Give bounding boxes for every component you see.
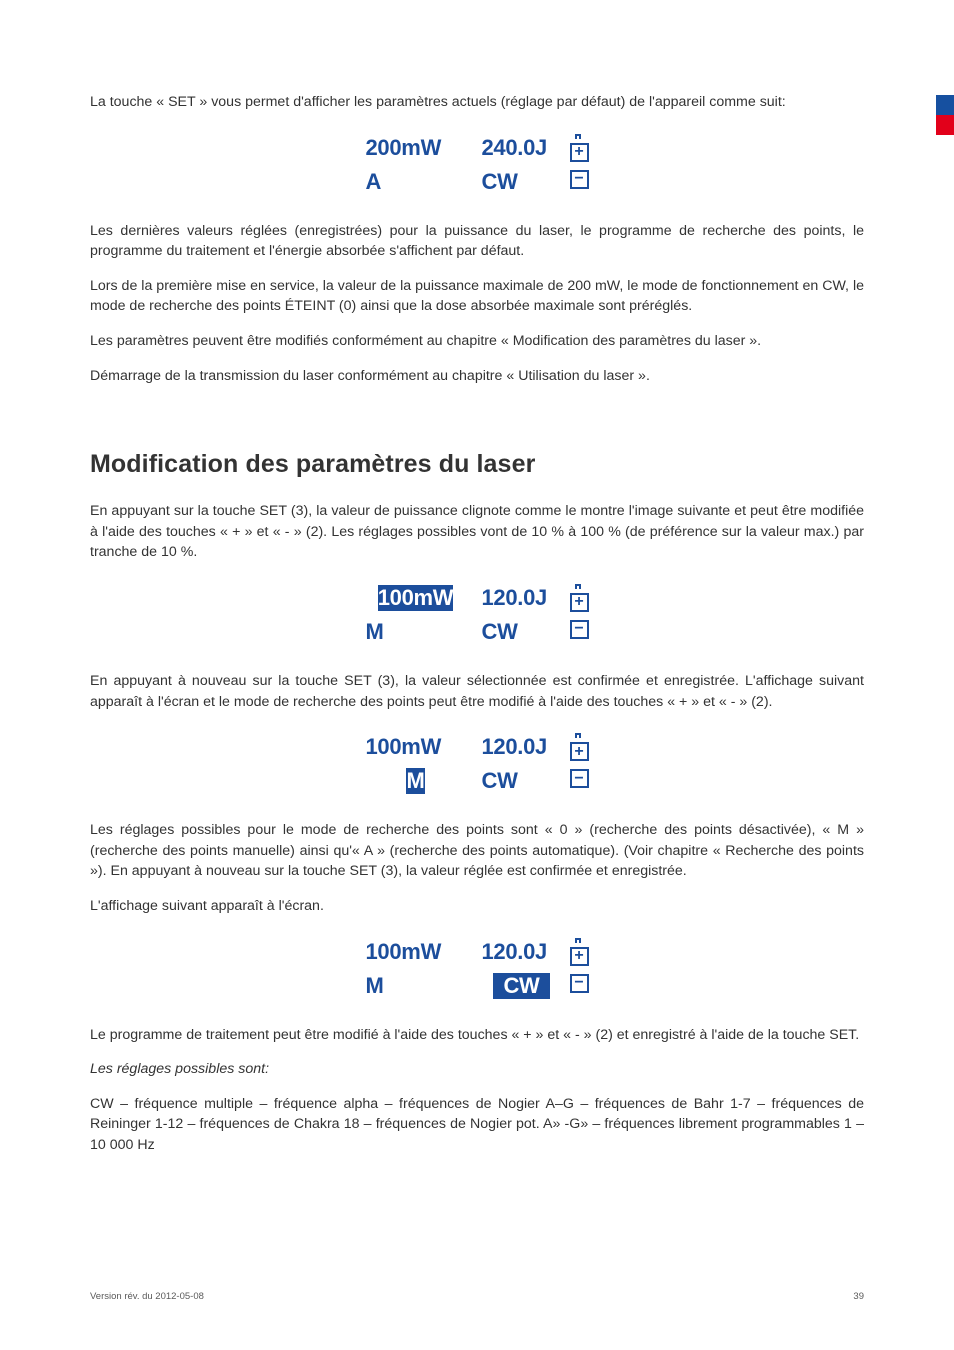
battery-icon — [569, 730, 588, 738]
disp4-prog: CW — [493, 973, 549, 999]
paragraph: La touche « SET » vous permet d'afficher… — [90, 92, 864, 113]
edge-tab — [936, 95, 954, 135]
paragraph: En appuyant à nouveau sur la touche SET … — [90, 671, 864, 712]
paragraph: Lors de la première mise en service, la … — [90, 276, 864, 317]
footer-version: Version rév. du 2012-05-08 — [90, 1291, 204, 1302]
paragraph: L'affichage suivant apparaît à l'écran. — [90, 896, 864, 917]
disp1-prog: CW — [482, 165, 562, 199]
plus-button: + — [570, 593, 589, 612]
display-2: 100mW 120.0J M CW + − — [90, 581, 864, 649]
minus-button: − — [570, 769, 589, 788]
paragraph: CW – fréquence multiple – fréquence alph… — [90, 1094, 864, 1156]
disp2-prog: CW — [482, 615, 562, 649]
disp3-prog: CW — [482, 764, 562, 798]
minus-button: − — [570, 974, 589, 993]
battery-icon — [569, 581, 588, 589]
paragraph: Démarrage de la transmission du laser co… — [90, 366, 864, 387]
battery-icon — [569, 935, 588, 943]
display-1: 200mW 240.0J A CW + − — [90, 131, 864, 199]
paragraph: Le programme de traitement peut être mod… — [90, 1025, 864, 1046]
disp1-energy: 240.0J — [482, 131, 562, 165]
page-footer: Version rév. du 2012-05-08 39 — [90, 1291, 864, 1302]
footer-page-number: 39 — [853, 1291, 864, 1302]
display-3: 100mW 120.0J M CW + − — [90, 730, 864, 798]
disp2-mode: M — [366, 615, 466, 649]
plus-button: + — [570, 143, 589, 162]
disp3-power: 100mW — [366, 730, 466, 764]
disp3-mode: M — [406, 768, 424, 794]
paragraph-italic: Les réglages possibles sont: — [90, 1059, 864, 1080]
section-heading: Modification des paramètres du laser — [90, 450, 864, 479]
tab-red — [936, 115, 954, 135]
page-content: La touche « SET » vous permet d'afficher… — [0, 0, 954, 1155]
paragraph: Les paramètres peuvent être modifiés con… — [90, 331, 864, 352]
paragraph: Les dernières valeurs réglées (enregistr… — [90, 221, 864, 262]
tab-blue — [936, 95, 954, 115]
paragraph: Les réglages possibles pour le mode de r… — [90, 820, 864, 882]
disp1-mode: A — [366, 165, 466, 199]
disp4-mode: M — [366, 969, 466, 1003]
disp1-power: 200mW — [366, 131, 466, 165]
display-4: 100mW 120.0J M CW + − — [90, 935, 864, 1003]
disp2-energy: 120.0J — [482, 581, 562, 615]
paragraph: En appuyant sur la touche SET (3), la va… — [90, 501, 864, 563]
disp4-energy: 120.0J — [482, 935, 562, 969]
disp2-power: 100mW — [378, 585, 454, 611]
minus-button: − — [570, 170, 589, 189]
minus-button: − — [570, 620, 589, 639]
plus-button: + — [570, 947, 589, 966]
disp3-energy: 120.0J — [482, 730, 562, 764]
disp4-power: 100mW — [366, 935, 466, 969]
battery-icon — [569, 131, 588, 139]
plus-button: + — [570, 742, 589, 761]
